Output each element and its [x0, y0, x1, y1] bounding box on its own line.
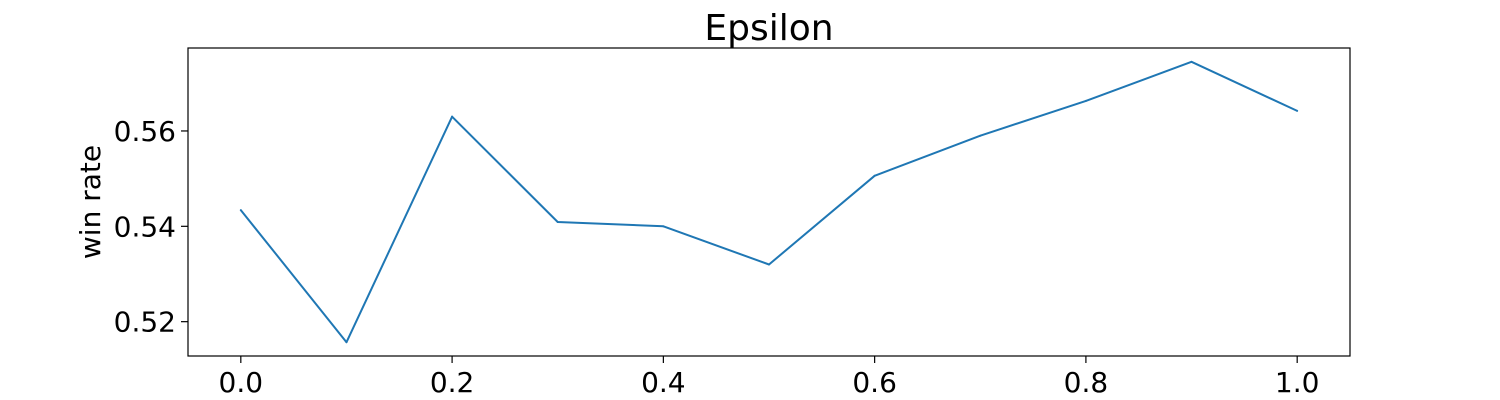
- data-point: [451, 115, 454, 118]
- data-point: [1296, 109, 1299, 112]
- data-point: [1084, 99, 1087, 102]
- y-axis: 0.52 0.54 0.56: [114, 115, 188, 339]
- chart-title: Epsilon: [704, 8, 833, 49]
- plot-series: [239, 60, 1299, 344]
- x-tick-label: 0.0: [219, 366, 264, 399]
- data-point: [239, 209, 242, 212]
- data-point: [662, 225, 665, 228]
- data-point: [556, 221, 559, 224]
- y-tick-label: 0.52: [114, 306, 176, 339]
- y-tick-label: 0.56: [114, 115, 176, 148]
- data-point: [768, 263, 770, 266]
- plot-frame: [187, 47, 1351, 357]
- y-axis-label: win rate: [74, 145, 107, 259]
- x-tick-label: 1.0: [1275, 366, 1320, 399]
- data-point: [345, 341, 348, 344]
- data-point: [873, 174, 876, 177]
- x-axis: 0.0 0.2 0.4 0.6 0.8 1.0: [219, 356, 1320, 399]
- x-tick-label: 0.2: [430, 366, 475, 399]
- data-point: [1190, 60, 1193, 63]
- x-tick-label: 0.4: [641, 366, 686, 399]
- y-tick-label: 0.54: [114, 210, 176, 243]
- x-tick-label: 0.8: [1064, 366, 1109, 399]
- data-point: [979, 134, 982, 137]
- x-tick-label: 0.6: [852, 366, 897, 399]
- series-line: [240, 60, 1298, 344]
